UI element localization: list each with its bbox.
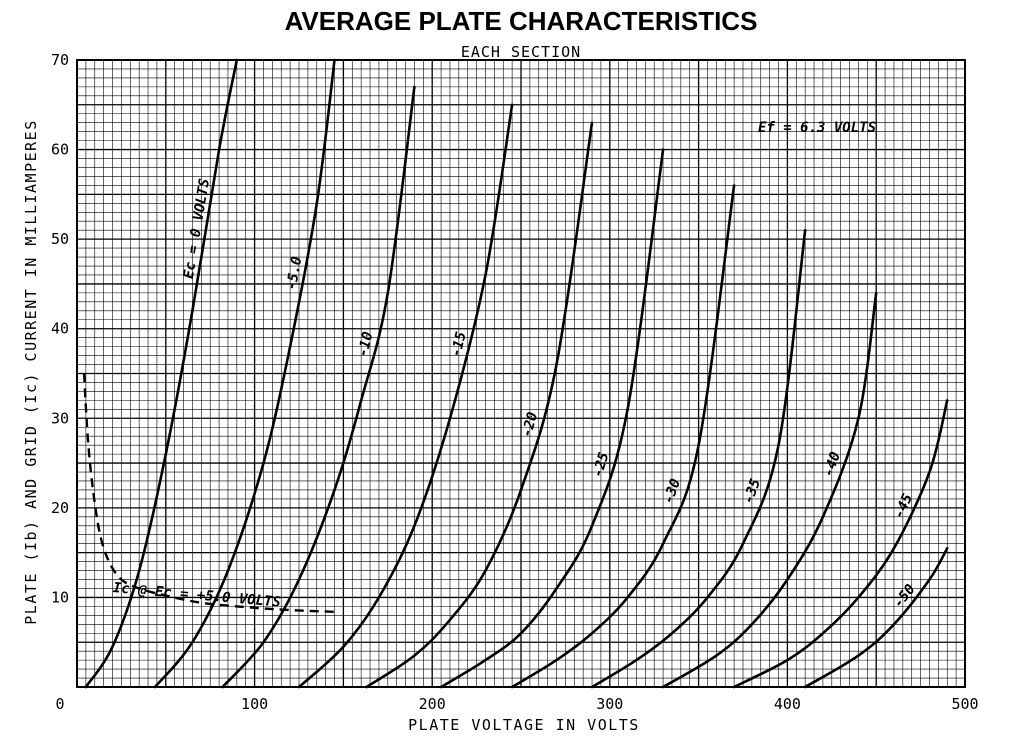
curve-label-group: -25 xyxy=(590,451,613,480)
curve-label-group: -20 xyxy=(519,410,541,439)
x-tick-label: 200 xyxy=(419,695,446,713)
curve-label-group: -50 xyxy=(891,581,919,611)
x-tick-label: 0 xyxy=(55,695,64,713)
plot-frame xyxy=(76,59,966,688)
plate-curve-7 xyxy=(590,228,807,689)
plate-curve-9 xyxy=(732,399,949,689)
plate-curve-4 xyxy=(365,121,594,689)
plate-curve-5 xyxy=(439,148,665,689)
x-tick-label: 100 xyxy=(241,695,268,713)
plate-curve-1 xyxy=(153,58,336,689)
y-tick-label: 70 xyxy=(51,51,69,69)
y-tick-label: 20 xyxy=(51,499,69,517)
y-tick-label: 40 xyxy=(51,320,69,338)
y-tick-label: 30 xyxy=(51,409,69,427)
curve-label: -25 xyxy=(590,451,613,480)
plate-curve-8 xyxy=(661,291,878,689)
chart-title: AVERAGE PLATE CHARACTERISTICS xyxy=(285,6,758,36)
x-tick-label: 400 xyxy=(774,695,801,713)
curve-label: -10 xyxy=(355,330,377,358)
heater-voltage-note: Ef = 6.3 VOLTS xyxy=(758,120,876,136)
curve-label: -50 xyxy=(891,581,919,611)
y-tick-label: 50 xyxy=(51,230,69,248)
plate-curve-2 xyxy=(221,85,416,689)
x-tick-label: 500 xyxy=(951,695,978,713)
curve-label: -5.0 xyxy=(284,255,306,291)
curve-label-group: -5.0 xyxy=(284,255,306,291)
x-axis-label: PLATE VOLTAGE IN VOLTS xyxy=(408,716,640,734)
plate-curve-0 xyxy=(84,58,239,689)
chart-subtitle: EACH SECTION xyxy=(461,43,581,61)
y-tick-label: 10 xyxy=(51,588,69,606)
curve-label: -15 xyxy=(448,330,470,358)
plate-curve-6 xyxy=(510,184,736,689)
plate-curves xyxy=(84,58,949,689)
curve-label-group: Ec = 0 VOLTS xyxy=(181,178,213,280)
y-tick-labels: 10 20 30 40 50 60 70 xyxy=(51,51,69,606)
curve-label-group: -10 xyxy=(355,330,377,358)
y-tick-label: 60 xyxy=(51,141,69,159)
curve-label: Ec = 0 VOLTS xyxy=(181,178,213,280)
plate-curve-3 xyxy=(297,103,514,689)
curve-label: -20 xyxy=(519,410,541,439)
grid-current-curve xyxy=(82,373,335,613)
chart-grid xyxy=(76,59,966,688)
y-axis-label: PLATE (Ib) AND GRID (Ic) CURRENT IN MILL… xyxy=(22,119,40,624)
x-tick-labels: 0 100 200 300 400 500 xyxy=(55,695,978,713)
curve-label-group: -15 xyxy=(448,330,470,358)
x-tick-label: 300 xyxy=(596,695,623,713)
plate-curve-10 xyxy=(803,546,949,689)
